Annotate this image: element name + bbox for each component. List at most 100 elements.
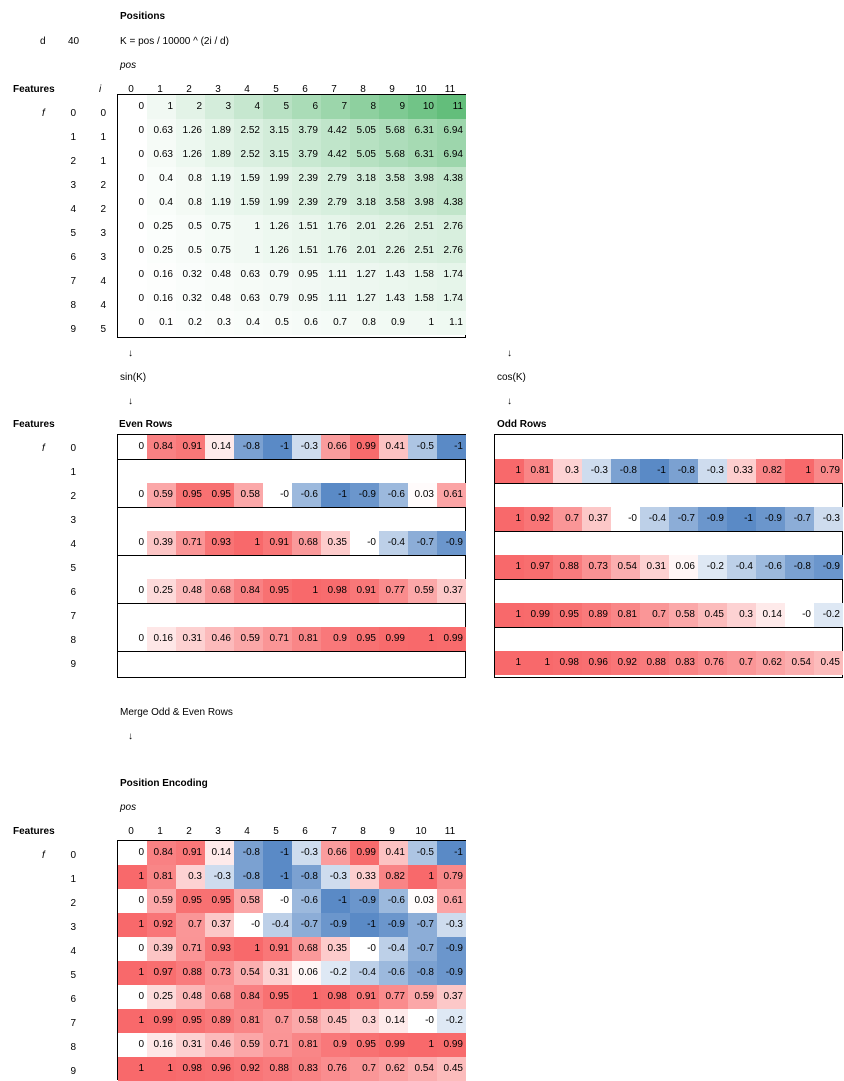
row-label-4: 4 [70, 204, 76, 215]
table-cell: -0.7 [408, 531, 437, 555]
table-cell: 0.91 [350, 579, 379, 603]
table-cell: -0.9 [437, 961, 466, 985]
table-cell: -0 [350, 937, 379, 961]
table-cell: 1.76 [321, 215, 350, 239]
table-cell: 0.32 [176, 263, 205, 287]
table-cell: -0.8 [292, 865, 321, 889]
table-cell: 0.7 [350, 1057, 379, 1081]
table-cell: 0 [118, 95, 147, 119]
table-cell: -0.2 [321, 961, 350, 985]
table-cell: 8 [350, 95, 379, 119]
table-cell: 0.84 [147, 841, 176, 865]
table-cell: 0.31 [176, 1033, 205, 1057]
table-cell: 1.1 [437, 311, 466, 335]
table-cell: 1 [118, 913, 147, 937]
arrow-down-icon: ↓ [128, 731, 133, 742]
table-cell: 0.76 [698, 651, 727, 675]
table-row: 0 0.39 0.71 0.93 1 0.91 0.68 0.35 -0 -0.4 -0.7 -0.9 [118, 531, 466, 556]
i-value-6: 3 [100, 252, 106, 263]
table-cell: 0.1 [147, 311, 176, 335]
table-cell: 0.58 [292, 1009, 321, 1033]
table-cell: 1.74 [437, 263, 466, 287]
table-cell: -0.8 [785, 555, 814, 579]
column-header-5: 5 [273, 826, 279, 837]
row-label-8: 8 [70, 1042, 76, 1053]
table-cell: 0.48 [176, 985, 205, 1009]
table-cell: 0.99 [379, 627, 408, 651]
table-cell: -0.3 [698, 459, 727, 483]
features-label: Features [13, 826, 55, 837]
table-cell: 0.4 [147, 191, 176, 215]
table-cell: 0.58 [234, 483, 263, 507]
table-cell: 0.89 [582, 603, 611, 627]
table-cell: 1.58 [408, 287, 437, 311]
table-cell: 0.92 [147, 913, 176, 937]
table-cell: 3.15 [263, 119, 292, 143]
table-cell: 0 [118, 215, 147, 239]
table-cell: 0.99 [350, 841, 379, 865]
table-cell: 0.7 [263, 1009, 292, 1033]
table-cell: 0.32 [176, 287, 205, 311]
row-label-2: 2 [70, 491, 76, 502]
row-label-1: 1 [70, 467, 76, 478]
table-cell: 4.38 [437, 191, 466, 215]
table-cell: 0.9 [321, 1033, 350, 1057]
table-cell: 0.45 [814, 651, 843, 675]
table-row: 0 1 2 3 4 5 6 7 8 9 10 11 [118, 95, 466, 120]
table-cell: 7 [321, 95, 350, 119]
table-cell: 0.06 [669, 555, 698, 579]
position-encoding-grid: 0 0.84 0.91 0.14 -0.8 -1 -0.3 0.66 0.99 0.41 -0.5-… [117, 840, 466, 1081]
table-row [118, 603, 465, 628]
table-cell: 2.79 [321, 191, 350, 215]
table-cell: 0.14 [756, 603, 785, 627]
table-cell: 0.99 [379, 1033, 408, 1057]
table-cell: 0.66 [321, 841, 350, 865]
table-cell: 0.63 [234, 263, 263, 287]
row-label-3: 3 [70, 922, 76, 933]
table-cell: 0.95 [176, 1009, 205, 1033]
table-cell: 1 [147, 95, 176, 119]
column-header-8: 8 [360, 84, 366, 95]
table-cell: -0.5 [408, 841, 437, 865]
table-cell: 0.77 [379, 579, 408, 603]
table-cell: 2.01 [350, 215, 379, 239]
table-cell: 0.59 [147, 483, 176, 507]
table-cell: 0.91 [263, 531, 292, 555]
table-cell: 3 [205, 95, 234, 119]
table-row: 0 0.59 0.95 0.95 0.58 -0 -0.6 -1 -0.9 -0.6 0.03 0.6… [118, 889, 466, 914]
row-label-5: 5 [70, 563, 76, 574]
row-label-5: 5 [70, 228, 76, 239]
table-cell: -0.3 [437, 913, 466, 937]
table-cell: 0.35 [321, 937, 350, 961]
table-cell: 0 [118, 143, 147, 167]
table-cell: 0.5 [176, 239, 205, 263]
table-cell: 1 [118, 865, 147, 889]
table-cell: 0.68 [292, 531, 321, 555]
table-row [118, 555, 465, 580]
table-cell: 0 [118, 627, 147, 651]
table-cell: 0 [118, 841, 147, 865]
table-cell: 2.01 [350, 239, 379, 263]
column-header-4: 4 [244, 84, 250, 95]
table-row: 1 1 0.98 0.96 0.92 0.88 0.83 0.76 0.7 0.62 0.54 0.4… [495, 651, 843, 675]
table-cell: 0.25 [147, 579, 176, 603]
table-cell: -0.2 [698, 555, 727, 579]
table-cell: 10 [408, 95, 437, 119]
table-cell: 1 [495, 651, 524, 675]
table-row: 0 0.84 0.91 0.14 -0.8 -1 -0.3 0.66 0.99 0.41 -0.5-… [118, 841, 466, 866]
table-cell: 6.31 [408, 119, 437, 143]
column-header-0: 0 [128, 84, 134, 95]
table-cell: 0.46 [205, 1033, 234, 1057]
table-cell: 0.39 [147, 531, 176, 555]
table-cell: 0.63 [147, 143, 176, 167]
table-cell: 3.98 [408, 167, 437, 191]
table-cell: 1.26 [263, 215, 292, 239]
table-cell: 1 [234, 239, 263, 263]
table-cell: -0.4 [263, 913, 292, 937]
features-label: Features [13, 84, 55, 95]
table-cell: 3.18 [350, 167, 379, 191]
table-cell: 0 [118, 191, 147, 215]
table-cell: 0.8 [176, 167, 205, 191]
table-cell: 0.82 [756, 459, 785, 483]
row-label-0: 0 [70, 108, 76, 119]
